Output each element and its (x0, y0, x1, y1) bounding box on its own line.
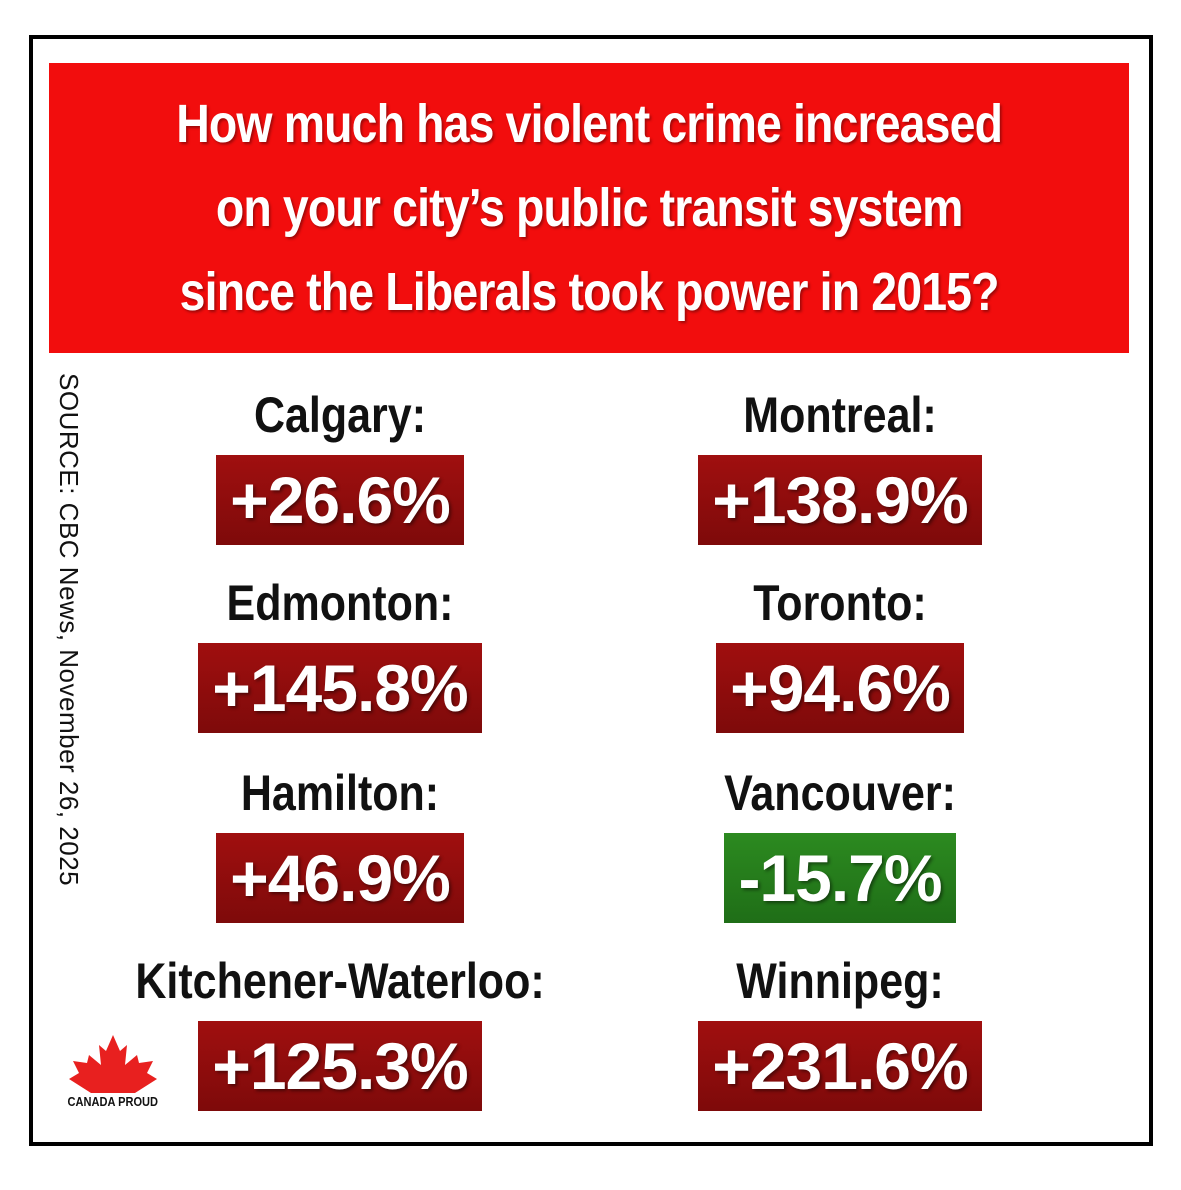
headline-line-3: since the Liberals took power in 2015? (179, 262, 1000, 322)
city-value: +94.6% (716, 643, 964, 733)
city-value: +138.9% (698, 455, 982, 545)
city-value: -15.7% (724, 833, 956, 923)
city-kitchener-waterloo: Kitchener-Waterloo: +125.3% (90, 951, 590, 1151)
canada-proud-logo: CANADA PROUD (57, 1033, 169, 1125)
city-vancouver: Vancouver: -15.7% (640, 763, 1040, 963)
city-value: +46.9% (216, 833, 464, 923)
city-toronto: Toronto: +94.6% (640, 573, 1040, 773)
logo-text: CANADA PROUD (65, 1093, 161, 1110)
city-name: Edmonton: (226, 575, 454, 631)
city-winnipeg: Winnipeg: +231.6% (640, 951, 1040, 1151)
city-calgary: Calgary: +26.6% (140, 385, 540, 585)
city-name: Vancouver: (724, 765, 956, 821)
city-value: +125.3% (198, 1021, 482, 1111)
city-name: Toronto: (753, 575, 927, 631)
city-value: +145.8% (198, 643, 482, 733)
headline-line-1: How much has violent crime increased (176, 94, 1003, 154)
city-name: Winnipeg: (736, 953, 944, 1009)
city-value: +26.6% (216, 455, 464, 545)
city-montreal: Montreal: +138.9% (640, 385, 1040, 585)
city-name: Kitchener-Waterloo: (135, 953, 545, 1009)
headline: How much has violent crime increased on … (176, 82, 1003, 334)
city-name: Montreal: (743, 387, 937, 443)
city-name: Calgary: (253, 387, 427, 443)
headline-banner: How much has violent crime increased on … (49, 63, 1129, 353)
maple-leaf-icon (69, 1035, 157, 1103)
city-value: +231.6% (698, 1021, 982, 1111)
city-name: Hamilton: (240, 765, 440, 821)
headline-line-2: on your city’s public transit system (215, 178, 964, 238)
source-note: SOURCE: CBC News, November 26, 2025 (54, 373, 84, 887)
city-hamilton: Hamilton: +46.9% (140, 763, 540, 963)
city-edmonton: Edmonton: +145.8% (140, 573, 540, 773)
